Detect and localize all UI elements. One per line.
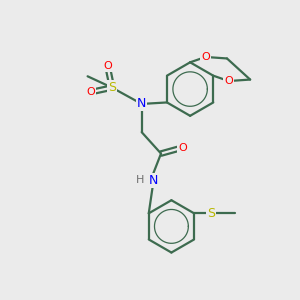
Text: N: N	[149, 174, 158, 187]
Text: O: O	[87, 87, 95, 97]
Text: O: O	[224, 76, 233, 86]
Text: N: N	[137, 98, 146, 110]
Text: O: O	[103, 61, 112, 71]
Text: O: O	[201, 52, 210, 62]
Text: H: H	[136, 175, 144, 185]
Text: S: S	[207, 207, 215, 220]
Text: O: O	[178, 142, 187, 153]
Text: S: S	[108, 81, 116, 94]
